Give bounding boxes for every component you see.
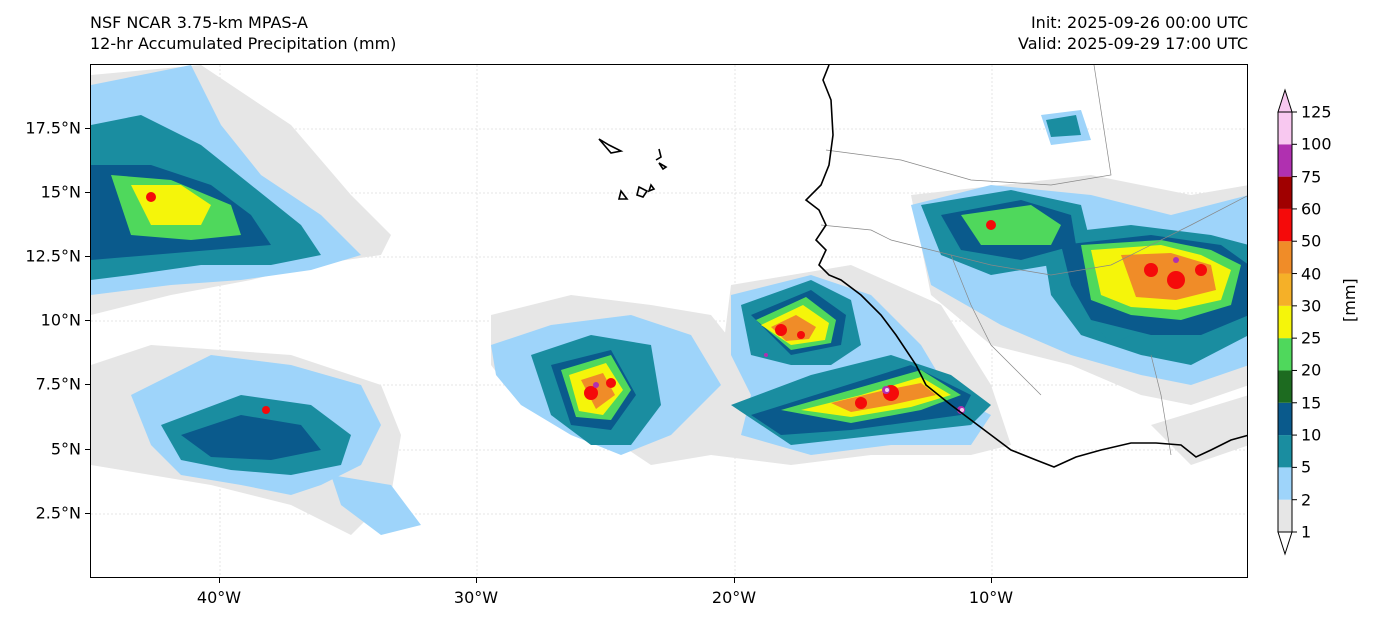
lon-label: 30°W [453, 588, 499, 607]
model-title: NSF NCAR 3.75-km MPAS-A [90, 13, 308, 32]
colorbar-segment [1278, 402, 1292, 436]
colorbar-segment [1278, 144, 1292, 177]
colorbar-segment [1278, 176, 1292, 209]
map-frame [90, 64, 1248, 578]
lon-label: 40°W [196, 588, 242, 607]
colorbar-outline [1277, 111, 1293, 533]
lat-label: 12.5°N [25, 246, 81, 266]
colorbar-segment [1278, 241, 1292, 274]
colorbar-level-label: 75 [1301, 167, 1322, 187]
lat-label: 15°N [40, 182, 81, 202]
colorbar-level-label: 125 [1301, 102, 1332, 122]
colorbar-level-label: 1 [1301, 522, 1312, 542]
colorbar-segment [1278, 112, 1292, 145]
colorbar-level-label: 2 [1301, 490, 1312, 510]
colorbar-segment [1278, 273, 1292, 306]
lat-tick [85, 320, 90, 321]
colorbar-level-label: 5 [1301, 457, 1312, 477]
colorbar-segment [1278, 370, 1292, 403]
lat-label: 17.5°N [25, 118, 81, 138]
colorbar-extend-max [1277, 88, 1293, 113]
init-time: Init: 2025-09-26 00:00 UTC [1030, 13, 1248, 32]
colorbar-ticks [1292, 111, 1297, 533]
valid-time: Valid: 2025-09-29 17:00 UTC [1017, 34, 1248, 53]
colorbar-segments [1277, 88, 1293, 556]
lat-tick [85, 128, 90, 129]
lat-label: 2.5°N [35, 503, 81, 523]
lon-label: 20°W [711, 588, 757, 607]
colorbar-level-label: 60 [1301, 199, 1322, 219]
lon-tick [991, 578, 992, 583]
colorbar-level-label: 20 [1301, 360, 1322, 380]
coastline [598, 65, 1247, 468]
lon-label: 10°W [968, 588, 1014, 607]
lat-label: 10°N [40, 310, 81, 330]
colorbar-extend-min [1277, 531, 1293, 556]
precip-125mm [885, 388, 964, 412]
colorbar-level-label: 30 [1301, 296, 1322, 316]
colorbar-segment [1278, 499, 1292, 532]
lon-tick [734, 578, 735, 583]
country-borders [820, 65, 1247, 456]
lat-label: 7.5°N [35, 374, 81, 394]
colorbar-segment [1278, 435, 1292, 468]
colorbar-level-label: 10 [1301, 425, 1322, 445]
colorbar-segment [1278, 338, 1292, 371]
time-block: Init: 2025-09-26 00:00 UTC Valid: 2025-0… [1018, 12, 1248, 54]
precip-60mm [146, 192, 1207, 414]
colorbar-segment [1278, 467, 1292, 500]
colorbar-level-label: 15 [1301, 393, 1322, 413]
lon-tick [219, 578, 220, 583]
colorbar-level-label: 25 [1301, 328, 1322, 348]
colorbar-unit: [mm] [1340, 278, 1359, 322]
lat-tick [85, 256, 90, 257]
lat-tick [85, 449, 90, 450]
lon-tick [476, 578, 477, 583]
colorbar-level-label: 50 [1301, 231, 1322, 251]
colorbar [1277, 88, 1297, 556]
lat-label: 5°N [50, 439, 81, 459]
title-block: NSF NCAR 3.75-km MPAS-A 12-hr Accumulate… [90, 12, 396, 54]
precip-map [91, 65, 1247, 577]
colorbar-level-label: 100 [1301, 134, 1332, 154]
lat-tick [85, 513, 90, 514]
colorbar-level-label: 40 [1301, 264, 1322, 284]
colorbar-segment [1278, 305, 1292, 339]
field-title: 12-hr Accumulated Precipitation (mm) [90, 34, 397, 53]
lat-tick [85, 384, 90, 385]
lat-tick [85, 192, 90, 193]
colorbar-segment [1278, 208, 1292, 242]
